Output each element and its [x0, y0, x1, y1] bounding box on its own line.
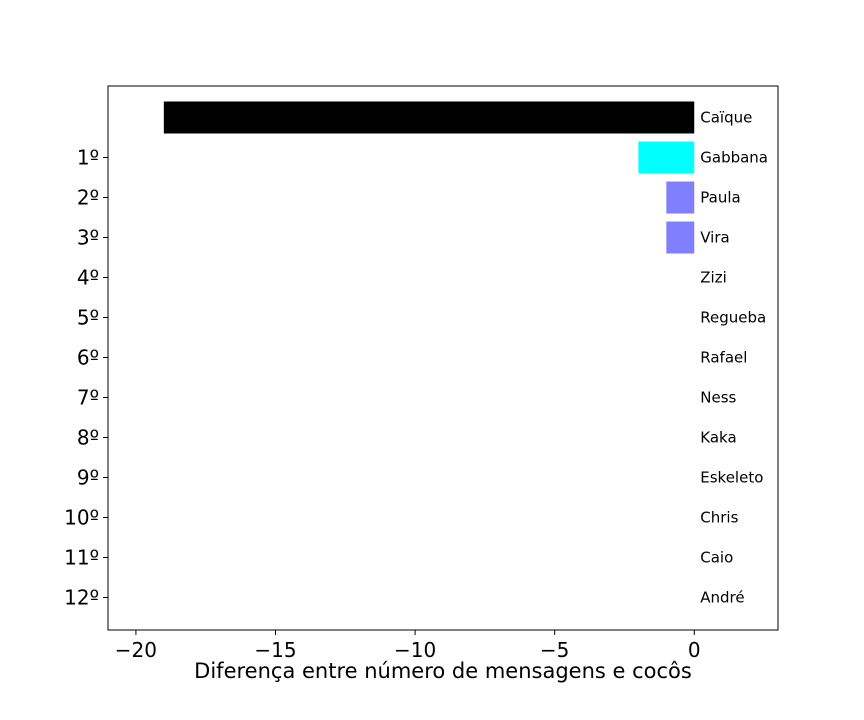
y-tick-label: 3º: [77, 226, 99, 250]
x-tick-label: −5: [540, 638, 569, 662]
x-tick-label: −10: [394, 638, 436, 662]
y-tick-label: 1º: [77, 146, 99, 170]
bar-name-label: Paula: [700, 189, 740, 207]
bar: [666, 181, 695, 214]
x-tick-label: −15: [254, 638, 296, 662]
y-tick-label: 9º: [77, 466, 99, 490]
bar-name-label: Caio: [700, 549, 733, 567]
y-tick-label: 7º: [77, 386, 99, 410]
bar-name-label: Kaka: [700, 429, 736, 447]
name-labels-group: Caïque Gabbana Paula Vira Zizi Regueba Rafael N…: [700, 109, 768, 607]
x-tick-label: −20: [115, 638, 157, 662]
bar: [163, 101, 695, 134]
y-tick-label: 12º: [64, 586, 99, 610]
y-tick-label: 2º: [77, 186, 99, 210]
bar-name-label: Chris: [700, 509, 738, 527]
bar-name-label: Regueba: [700, 309, 766, 327]
bar-name-label: Ness: [700, 389, 736, 407]
bar: [638, 141, 695, 174]
y-tick-label: 10º: [64, 506, 99, 530]
bar-name-label: Eskeleto: [700, 469, 763, 487]
y-tick-label: 8º: [77, 426, 99, 450]
bar-name-label: Gabbana: [700, 149, 768, 167]
bars-group: [163, 101, 695, 254]
y-axis-ticks: 1º 2º 3º 4º 5º 6º 7º 8º 9º 10º 11º 12º: [64, 146, 108, 610]
y-tick-label: 6º: [77, 346, 99, 370]
bar-name-label: Caïque: [700, 109, 752, 127]
bar-name-label: Vira: [700, 229, 729, 247]
x-tick-label: 0: [688, 638, 701, 662]
x-axis-title: Diferença entre número de mensagens e co…: [194, 659, 692, 683]
bar: [666, 221, 695, 254]
bar-name-label: André: [700, 589, 744, 607]
x-axis-ticks: −20 −15 −10 −5 0: [115, 630, 701, 662]
y-tick-label: 11º: [64, 546, 99, 570]
y-tick-label: 5º: [77, 306, 99, 330]
bar-name-label: Zizi: [700, 269, 726, 287]
bar-name-label: Rafael: [700, 349, 747, 367]
y-tick-label: 4º: [77, 266, 99, 290]
